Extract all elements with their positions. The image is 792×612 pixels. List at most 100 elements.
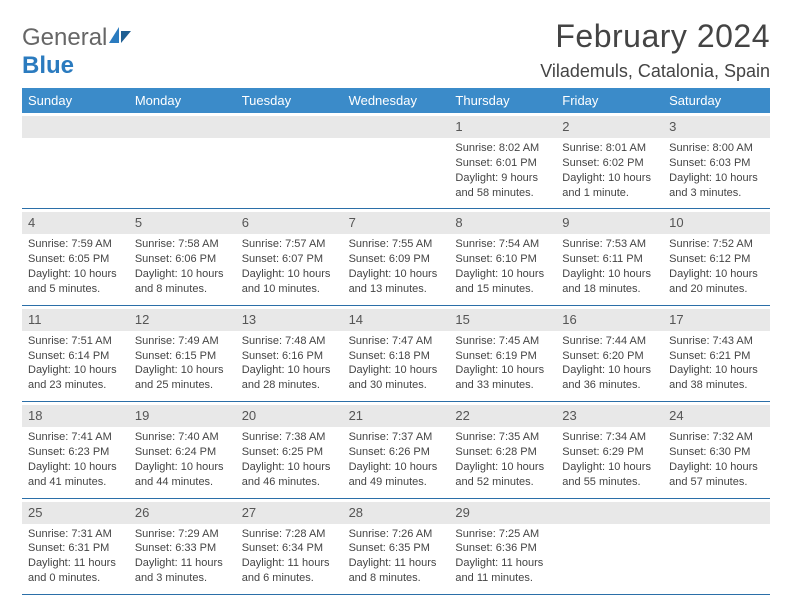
daylight-text: Daylight: 10 hours xyxy=(669,460,764,475)
day-number-row: 9 xyxy=(556,212,663,234)
daylight-text: Daylight: 11 hours xyxy=(242,556,337,571)
empty-cell xyxy=(663,499,770,594)
sunset-text: Sunset: 6:20 PM xyxy=(562,349,657,364)
day-cell: 10Sunrise: 7:52 AMSunset: 6:12 PMDayligh… xyxy=(663,209,770,304)
sunrise-text: Sunrise: 7:45 AM xyxy=(455,334,550,349)
dow-saturday: Saturday xyxy=(663,88,770,113)
daylight-text: and 3 minutes. xyxy=(135,571,230,586)
day-number-row: 5 xyxy=(129,212,236,234)
day-number: 3 xyxy=(669,119,676,134)
day-cell: 21Sunrise: 7:37 AMSunset: 6:26 PMDayligh… xyxy=(343,402,450,497)
sunset-text: Sunset: 6:19 PM xyxy=(455,349,550,364)
daylight-text: and 25 minutes. xyxy=(135,378,230,393)
daylight-text: Daylight: 10 hours xyxy=(562,460,657,475)
logo-text: General Blue xyxy=(22,24,133,80)
day-number: 14 xyxy=(349,312,363,327)
calendar-week: 25Sunrise: 7:31 AMSunset: 6:31 PMDayligh… xyxy=(22,499,770,595)
day-cell: 24Sunrise: 7:32 AMSunset: 6:30 PMDayligh… xyxy=(663,402,770,497)
sunset-text: Sunset: 6:25 PM xyxy=(242,445,337,460)
day-number: 22 xyxy=(455,408,469,423)
calendar-week: 18Sunrise: 7:41 AMSunset: 6:23 PMDayligh… xyxy=(22,402,770,498)
day-number-row xyxy=(22,116,129,138)
day-number: 25 xyxy=(28,505,42,520)
day-number-row: 15 xyxy=(449,309,556,331)
logo-word1: General xyxy=(22,24,107,51)
empty-cell xyxy=(236,113,343,208)
daylight-text: and 15 minutes. xyxy=(455,282,550,297)
day-cell: 25Sunrise: 7:31 AMSunset: 6:31 PMDayligh… xyxy=(22,499,129,594)
sunrise-text: Sunrise: 7:47 AM xyxy=(349,334,444,349)
sunset-text: Sunset: 6:28 PM xyxy=(455,445,550,460)
daylight-text: Daylight: 10 hours xyxy=(28,460,123,475)
day-number-row: 28 xyxy=(343,502,450,524)
day-number: 23 xyxy=(562,408,576,423)
daylight-text: and 18 minutes. xyxy=(562,282,657,297)
daylight-text: and 20 minutes. xyxy=(669,282,764,297)
sunset-text: Sunset: 6:30 PM xyxy=(669,445,764,460)
day-number-row xyxy=(663,502,770,524)
sunrise-text: Sunrise: 7:53 AM xyxy=(562,237,657,252)
dow-friday: Friday xyxy=(556,88,663,113)
sunset-text: Sunset: 6:05 PM xyxy=(28,252,123,267)
day-number: 27 xyxy=(242,505,256,520)
day-number-row: 18 xyxy=(22,405,129,427)
sunrise-text: Sunrise: 7:34 AM xyxy=(562,430,657,445)
calendar-week: 4Sunrise: 7:59 AMSunset: 6:05 PMDaylight… xyxy=(22,209,770,305)
sunrise-text: Sunrise: 7:48 AM xyxy=(242,334,337,349)
sunrise-text: Sunrise: 7:41 AM xyxy=(28,430,123,445)
daylight-text: Daylight: 10 hours xyxy=(242,460,337,475)
daylight-text: Daylight: 10 hours xyxy=(242,363,337,378)
day-number-row xyxy=(129,116,236,138)
day-number: 29 xyxy=(455,505,469,520)
day-number-row: 20 xyxy=(236,405,343,427)
sunset-text: Sunset: 6:01 PM xyxy=(455,156,550,171)
sunset-text: Sunset: 6:16 PM xyxy=(242,349,337,364)
sunrise-text: Sunrise: 7:37 AM xyxy=(349,430,444,445)
sunset-text: Sunset: 6:24 PM xyxy=(135,445,230,460)
dow-tuesday: Tuesday xyxy=(236,88,343,113)
sunrise-text: Sunrise: 7:26 AM xyxy=(349,527,444,542)
sunset-text: Sunset: 6:31 PM xyxy=(28,541,123,556)
day-cell: 9Sunrise: 7:53 AMSunset: 6:11 PMDaylight… xyxy=(556,209,663,304)
day-number: 9 xyxy=(562,215,569,230)
day-cell: 17Sunrise: 7:43 AMSunset: 6:21 PMDayligh… xyxy=(663,306,770,401)
daylight-text: and 41 minutes. xyxy=(28,475,123,490)
day-number: 11 xyxy=(28,312,42,327)
day-number: 12 xyxy=(135,312,149,327)
day-cell: 20Sunrise: 7:38 AMSunset: 6:25 PMDayligh… xyxy=(236,402,343,497)
daylight-text: Daylight: 10 hours xyxy=(562,171,657,186)
day-number-row: 7 xyxy=(343,212,450,234)
daylight-text: and 46 minutes. xyxy=(242,475,337,490)
sunset-text: Sunset: 6:02 PM xyxy=(562,156,657,171)
day-number-row: 12 xyxy=(129,309,236,331)
daylight-text: Daylight: 10 hours xyxy=(349,460,444,475)
empty-cell xyxy=(343,113,450,208)
daylight-text: Daylight: 11 hours xyxy=(455,556,550,571)
day-number-row: 17 xyxy=(663,309,770,331)
daylight-text: and 44 minutes. xyxy=(135,475,230,490)
sunrise-text: Sunrise: 8:00 AM xyxy=(669,141,764,156)
sunset-text: Sunset: 6:21 PM xyxy=(669,349,764,364)
day-cell: 2Sunrise: 8:01 AMSunset: 6:02 PMDaylight… xyxy=(556,113,663,208)
calendar-week: 11Sunrise: 7:51 AMSunset: 6:14 PMDayligh… xyxy=(22,306,770,402)
sunset-text: Sunset: 6:12 PM xyxy=(669,252,764,267)
day-cell: 11Sunrise: 7:51 AMSunset: 6:14 PMDayligh… xyxy=(22,306,129,401)
sunrise-text: Sunrise: 7:44 AM xyxy=(562,334,657,349)
daylight-text: and 55 minutes. xyxy=(562,475,657,490)
daylight-text: and 57 minutes. xyxy=(669,475,764,490)
day-number: 8 xyxy=(455,215,462,230)
daylight-text: and 49 minutes. xyxy=(349,475,444,490)
daylight-text: and 33 minutes. xyxy=(455,378,550,393)
sunset-text: Sunset: 6:11 PM xyxy=(562,252,657,267)
sunrise-text: Sunrise: 7:55 AM xyxy=(349,237,444,252)
day-number: 15 xyxy=(455,312,469,327)
location: Vilademuls, Catalonia, Spain xyxy=(540,61,770,82)
day-cell: 15Sunrise: 7:45 AMSunset: 6:19 PMDayligh… xyxy=(449,306,556,401)
day-cell: 26Sunrise: 7:29 AMSunset: 6:33 PMDayligh… xyxy=(129,499,236,594)
daylight-text: and 36 minutes. xyxy=(562,378,657,393)
day-number-row xyxy=(236,116,343,138)
sunset-text: Sunset: 6:10 PM xyxy=(455,252,550,267)
sunrise-text: Sunrise: 7:43 AM xyxy=(669,334,764,349)
daylight-text: Daylight: 10 hours xyxy=(455,267,550,282)
day-cell: 7Sunrise: 7:55 AMSunset: 6:09 PMDaylight… xyxy=(343,209,450,304)
